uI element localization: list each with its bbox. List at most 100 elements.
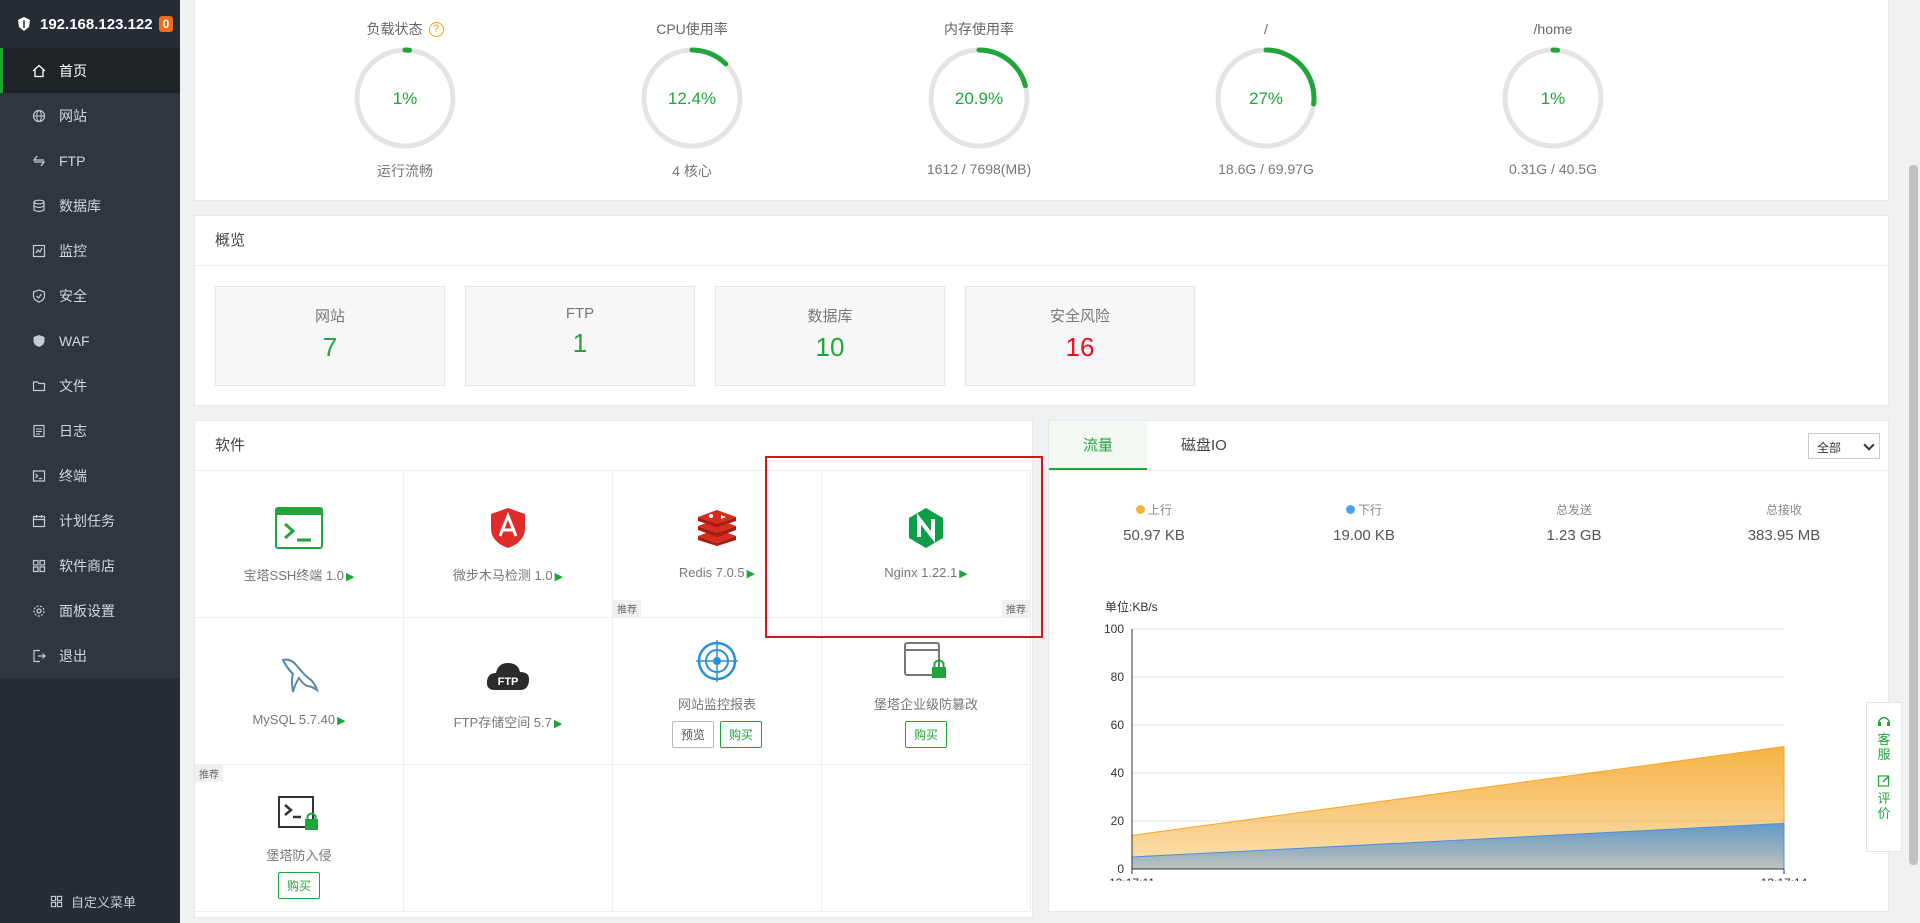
gauge-subtitle: 1612 / 7698(MB) xyxy=(926,161,1032,177)
software-item-anti-intrusion[interactable]: 推荐 堡塔防入侵 购买 xyxy=(195,765,404,912)
sidebar-item-store[interactable]: 软件商店 xyxy=(0,543,180,588)
sidebar-nav: 首页 网站 FTP 数据库 监控 安全 WAF 文件 xyxy=(0,48,180,678)
stat-value: 50.97 KB xyxy=(1123,527,1185,544)
gauge-load[interactable]: 负载状态? 1% 运行流畅 xyxy=(305,0,505,181)
sidebar-item-home[interactable]: 首页 xyxy=(0,48,180,93)
play-icon: ▶ xyxy=(554,571,564,583)
trojan-shield-icon xyxy=(483,503,533,553)
software-item-anti-tamper[interactable]: 堡塔企业级防篡改 购买 xyxy=(822,618,1031,765)
upload-dot-icon xyxy=(1135,505,1145,514)
stat-value: 383.95 MB xyxy=(1747,527,1821,544)
play-icon: ▶ xyxy=(337,715,346,727)
buy-button[interactable]: 购买 xyxy=(277,872,320,899)
card-label: 网站 xyxy=(314,308,345,325)
stat-total-sent: 总发送 1.23 GB xyxy=(1469,501,1679,544)
sidebar-item-database[interactable]: 数据库 xyxy=(0,183,180,228)
sidebar-item-label: 日志 xyxy=(59,422,87,439)
sidebar-item-cron[interactable]: 计划任务 xyxy=(0,498,180,543)
tab-disk-io[interactable]: 磁盘IO xyxy=(1181,437,1227,454)
sidebar-item-waf[interactable]: WAF xyxy=(0,318,180,363)
log-icon xyxy=(31,423,47,439)
download-dot-icon xyxy=(1345,505,1355,514)
software-item-ssh-terminal[interactable]: 宝塔SSH终端 1.0 ▶ xyxy=(195,471,404,618)
notification-badge[interactable]: 0 xyxy=(158,16,174,32)
sidebar-item-security[interactable]: 安全 xyxy=(0,273,180,318)
x-tick-label: 13:17:11 xyxy=(1109,876,1155,881)
stat-download: 下行 19.00 KB xyxy=(1259,501,1469,544)
sidebar-item-ftp[interactable]: FTP xyxy=(0,138,180,183)
overview-card-ftp[interactable]: FTP 1 xyxy=(465,286,695,386)
card-value[interactable]: 7 xyxy=(322,332,338,362)
sidebar-item-files[interactable]: 文件 xyxy=(0,363,180,408)
gauge-subtitle: 运行流畅 xyxy=(377,163,433,179)
buy-button[interactable]: 购买 xyxy=(904,721,947,748)
review-button[interactable]: 评价 xyxy=(1867,762,1901,821)
software-name: FTP存储空间 5.7 xyxy=(453,715,552,730)
software-item-trojan-detect[interactable]: 微步木马检测 1.0 ▶ xyxy=(404,471,613,618)
software-name: Nginx 1.22.1 xyxy=(884,565,958,580)
sidebar-item-label: 终端 xyxy=(59,467,87,484)
sidebar-item-logs[interactable]: 日志 xyxy=(0,408,180,453)
sidebar-item-website[interactable]: 网站 xyxy=(0,93,180,138)
gauge-ring: 1% xyxy=(1502,47,1604,149)
traffic-stats: 上行 50.97 KB 下行 19.00 KB 总发送 1.23 GB 总接收 … xyxy=(1049,501,1890,544)
grid-icon xyxy=(31,558,47,574)
sidebar-item-terminal[interactable]: 终端 xyxy=(0,453,180,498)
sidebar-item-label: 文件 xyxy=(59,377,87,394)
custom-menu-button[interactable]: 自定义菜单 xyxy=(50,892,136,911)
software-item-redis[interactable]: Redis 7.0.5 ▶ 推荐 xyxy=(613,471,822,618)
overview-card-security-risk[interactable]: 安全风险 16 xyxy=(965,286,1195,386)
customer-service-label: 客服 xyxy=(1877,732,1891,762)
buy-button[interactable]: 购买 xyxy=(720,721,763,748)
software-item-mysql[interactable]: MySQL 5.7.40 ▶ xyxy=(195,618,404,765)
software-item-nginx[interactable]: Nginx 1.22.1 ▶ 推荐 xyxy=(822,471,1031,618)
gauge-title: /home xyxy=(1533,21,1573,37)
help-icon[interactable]: ? xyxy=(428,21,444,37)
network-select[interactable]: 全部 xyxy=(1808,433,1880,459)
software-name: 堡塔企业级防篡改 xyxy=(873,697,978,712)
sidebar-item-label: 安全 xyxy=(59,287,87,304)
gauge-cpu[interactable]: CPU使用率 12.4% 4 核心 xyxy=(592,0,792,181)
play-icon: ▶ xyxy=(746,568,756,580)
software-name: Redis 7.0.5 xyxy=(678,565,745,580)
sidebar-item-label: 数据库 xyxy=(59,197,101,214)
sidebar-item-settings[interactable]: 面板设置 xyxy=(0,588,180,633)
y-axis-label: 单位:KB/s xyxy=(1105,599,1158,614)
mysql-dolphin-icon xyxy=(274,650,324,700)
sidebar-item-logout[interactable]: 退出 xyxy=(0,633,180,678)
main-content: 负载状态? 1% 运行流畅 CPU使用率 12.4% 4 核心 内存使用率 20… xyxy=(180,0,1920,923)
y-tick-label: 60 xyxy=(1111,718,1125,732)
y-tick-label: 20 xyxy=(1111,814,1125,828)
software-title: 软件 xyxy=(195,421,1032,471)
card-value[interactable]: 1 xyxy=(572,328,588,358)
nginx-icon xyxy=(901,503,951,553)
customer-service-button[interactable]: 客服 xyxy=(1867,703,1901,762)
scrollbar-thumb[interactable] xyxy=(1909,165,1918,865)
gauge-memory[interactable]: 内存使用率 20.9% 1612 / 7698(MB) xyxy=(879,0,1079,177)
software-item-site-monitor[interactable]: 网站监控报表 预览 购买 xyxy=(613,618,822,765)
sidebar-item-label: 面板设置 xyxy=(59,602,115,619)
stat-label: 总接收 xyxy=(1765,503,1802,517)
stat-value: 1.23 GB xyxy=(1546,527,1602,544)
chevron-down-icon xyxy=(1863,439,1875,451)
software-empty-cell xyxy=(404,765,613,912)
overview-card-websites[interactable]: 网站 7 xyxy=(215,286,445,386)
sidebar-item-monitor[interactable]: 监控 xyxy=(0,228,180,273)
software-item-ftp-storage[interactable]: FTP FTP存储空间 5.7 ▶ xyxy=(404,618,613,765)
gauge-value: 27% xyxy=(1249,89,1283,108)
gauge-disk-root[interactable]: / 27% 18.6G / 69.97G xyxy=(1166,0,1366,177)
home-icon xyxy=(31,63,47,79)
gauge-title: 内存使用率 xyxy=(944,21,1014,37)
preview-button[interactable]: 预览 xyxy=(671,721,714,748)
card-value[interactable]: 10 xyxy=(815,332,845,362)
gauge-disk-home[interactable]: /home 1% 0.31G / 40.5G xyxy=(1453,0,1653,177)
tab-traffic[interactable]: 流量 xyxy=(1049,421,1148,470)
y-tick-label: 100 xyxy=(1104,622,1124,636)
server-header[interactable]: 192.168.123.122 0 xyxy=(0,0,180,48)
y-tick-label: 40 xyxy=(1111,766,1125,780)
card-value[interactable]: 16 xyxy=(1065,332,1095,362)
calendar-icon xyxy=(31,513,47,529)
overview-card-database[interactable]: 数据库 10 xyxy=(715,286,945,386)
page-scrollbar[interactable] xyxy=(1906,0,1920,923)
headset-icon xyxy=(1878,716,1890,726)
